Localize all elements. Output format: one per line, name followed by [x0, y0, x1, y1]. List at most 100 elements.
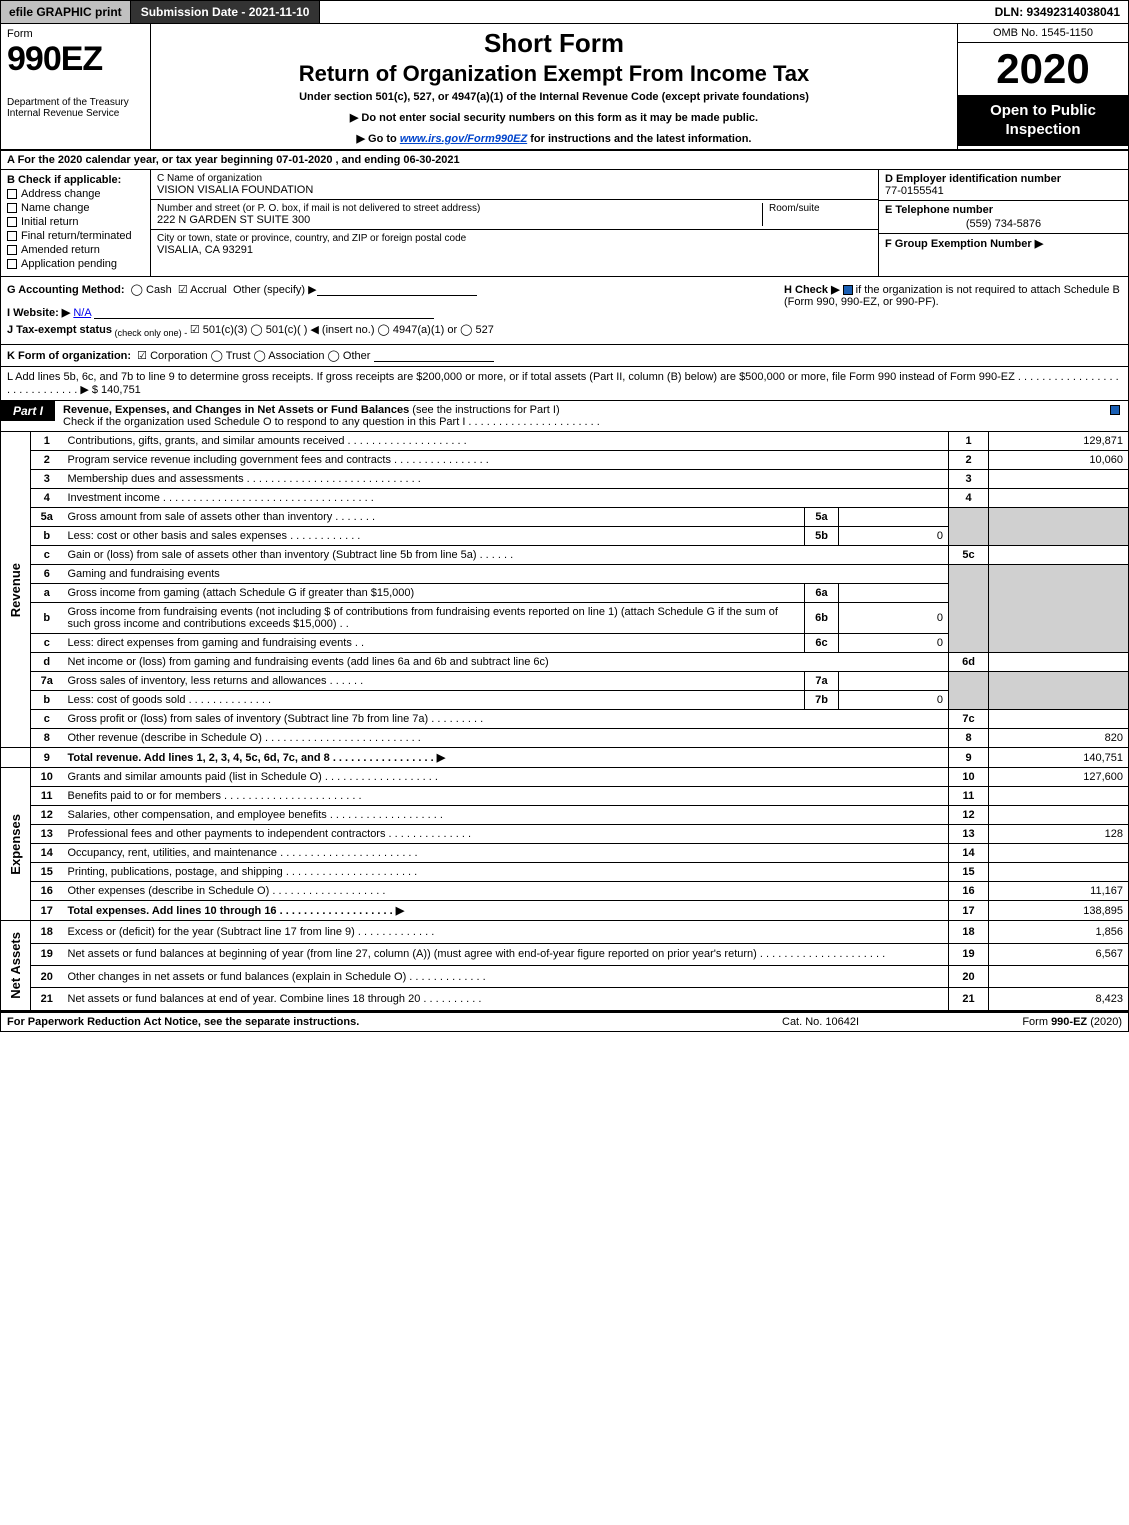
box-val: 6,567 — [989, 943, 1129, 965]
sub-val: 0 — [839, 634, 949, 653]
check-final-return[interactable]: Final return/terminated — [7, 230, 144, 242]
city-state-zip: VISALIA, CA 93291 — [157, 244, 872, 256]
box-val — [989, 489, 1129, 508]
check-label: Address change — [21, 188, 101, 200]
line-num: 13 — [31, 825, 63, 844]
line-num: 5a — [31, 508, 63, 527]
box-val: 8,423 — [989, 988, 1129, 1010]
d-label: D Employer identification number — [885, 173, 1122, 185]
line-6b: b Gross income from fundraising events (… — [1, 603, 1129, 634]
line-17-bold: Total expenses. Add lines 10 through 16 … — [68, 905, 405, 917]
box-num: 17 — [949, 901, 989, 921]
checkbox-icon — [7, 259, 17, 269]
line-10: Expenses 10 Grants and similar amounts p… — [1, 768, 1129, 787]
sub-val: 0 — [839, 527, 949, 546]
line-desc: Gross income from gaming (attach Schedul… — [63, 584, 805, 603]
line-desc: Less: direct expenses from gaming and fu… — [63, 634, 805, 653]
sub-val — [839, 508, 949, 527]
form-header: Form 990EZ Department of the Treasury In… — [0, 24, 1129, 151]
revenue-side-label: Revenue — [1, 432, 31, 748]
line-desc: Gaming and fundraising events — [63, 565, 949, 584]
line-3: 3 Membership dues and assessments . . . … — [1, 470, 1129, 489]
check-label: Initial return — [21, 216, 78, 228]
box-val: 140,751 — [989, 748, 1129, 768]
revenue-side-end — [1, 748, 31, 768]
box-val-grey — [989, 691, 1129, 710]
line-num: c — [31, 546, 63, 565]
line-num: 3 — [31, 470, 63, 489]
header-left: Form 990EZ Department of the Treasury In… — [1, 24, 151, 149]
box-num-grey — [949, 672, 989, 691]
j-label: J Tax-exempt status — [7, 324, 112, 336]
line-num: 2 — [31, 451, 63, 470]
checkbox-icon — [7, 203, 17, 213]
i-label: I Website: ▶ — [7, 307, 70, 319]
box-num-grey — [949, 527, 989, 546]
schedule-o-checkbox-icon[interactable] — [1110, 405, 1120, 415]
box-num: 16 — [949, 882, 989, 901]
part-check-end — [1102, 401, 1128, 421]
check-initial-return[interactable]: Initial return — [7, 216, 144, 228]
box-num: 1 — [949, 432, 989, 451]
check-address-change[interactable]: Address change — [7, 188, 144, 200]
sub-val — [839, 672, 949, 691]
check-label: Name change — [21, 202, 90, 214]
section-b-to-f: B Check if applicable: Address change Na… — [0, 170, 1129, 277]
box-val — [989, 546, 1129, 565]
line-7c: c Gross profit or (loss) from sales of i… — [1, 710, 1129, 729]
line-desc: Printing, publications, postage, and shi… — [63, 863, 949, 882]
submission-date-label: Submission Date - 2021-11-10 — [131, 1, 321, 23]
website-underline — [94, 307, 434, 319]
box-val — [989, 806, 1129, 825]
box-num: 15 — [949, 863, 989, 882]
k-options: ☑ Corporation ◯ Trust ◯ Association ◯ Ot… — [137, 350, 370, 362]
line-num: 1 — [31, 432, 63, 451]
box-val: 128 — [989, 825, 1129, 844]
line-desc: Total expenses. Add lines 10 through 16 … — [63, 901, 949, 921]
box-val — [989, 653, 1129, 672]
line-8: 8 Other revenue (describe in Schedule O)… — [1, 729, 1129, 748]
check-amended-return[interactable]: Amended return — [7, 244, 144, 256]
form-number: 990EZ — [7, 40, 144, 79]
box-num: 5c — [949, 546, 989, 565]
street-address: 222 N GARDEN ST SUITE 300 — [157, 214, 762, 226]
box-val — [989, 863, 1129, 882]
tax-year: 2020 — [958, 43, 1128, 96]
open-inspection-badge: Open to Public Inspection — [958, 96, 1128, 146]
g-other-blank — [317, 284, 477, 296]
expenses-side-label: Expenses — [1, 768, 31, 921]
check-application-pending[interactable]: Application pending — [7, 258, 144, 270]
group-exemption-row: F Group Exemption Number ▶ — [879, 234, 1128, 253]
line-6: 6 Gaming and fundraising events — [1, 565, 1129, 584]
line-desc: Gross income from fundraising events (no… — [63, 603, 805, 634]
box-num-grey — [949, 603, 989, 634]
box-val-grey — [989, 603, 1129, 634]
sub-num: 6c — [805, 634, 839, 653]
line-desc: Investment income . . . . . . . . . . . … — [63, 489, 949, 508]
check-name-change[interactable]: Name change — [7, 202, 144, 214]
irs-link[interactable]: www.irs.gov/Form990EZ — [400, 133, 527, 145]
line-9-bold: Total revenue. Add lines 1, 2, 3, 4, 5c,… — [68, 752, 446, 764]
line-num: 21 — [31, 988, 63, 1010]
form-word: Form — [7, 28, 144, 40]
box-num-grey — [949, 691, 989, 710]
line-num: 4 — [31, 489, 63, 508]
efile-print-button[interactable]: efile GRAPHIC print — [1, 1, 131, 23]
street-row: Number and street (or P. O. box, if mail… — [151, 200, 878, 230]
line-desc: Total revenue. Add lines 1, 2, 3, 4, 5c,… — [63, 748, 949, 768]
website-link[interactable]: N/A — [73, 307, 91, 319]
part-title-paren: (see the instructions for Part I) — [409, 404, 559, 416]
line-6a: a Gross income from gaming (attach Sched… — [1, 584, 1129, 603]
line-num: 11 — [31, 787, 63, 806]
line-11: 11Benefits paid to or for members . . . … — [1, 787, 1129, 806]
g-other: Other (specify) ▶ — [233, 284, 317, 296]
box-num: 8 — [949, 729, 989, 748]
h-checkbox-icon[interactable] — [843, 285, 853, 295]
line-desc: Grants and similar amounts paid (list in… — [63, 768, 949, 787]
line-num: d — [31, 653, 63, 672]
checkbox-icon — [7, 245, 17, 255]
sub-val: 0 — [839, 691, 949, 710]
line-21: 21Net assets or fund balances at end of … — [1, 988, 1129, 1010]
part-title: Revenue, Expenses, and Changes in Net As… — [63, 404, 409, 416]
sub-num: 6a — [805, 584, 839, 603]
